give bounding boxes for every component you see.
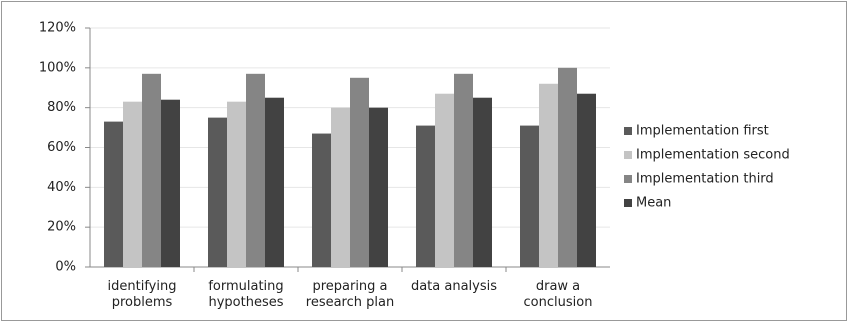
bar: [227, 101, 246, 267]
bar: [312, 133, 331, 267]
legend-label: Implementation third: [636, 172, 774, 187]
y-tick-label: 100%: [39, 60, 76, 75]
y-tick-label: 0%: [55, 260, 76, 275]
y-tick-label: 120%: [39, 21, 76, 36]
legend-label: Mean: [636, 196, 671, 211]
x-tick-label: preparing a research plan: [305, 279, 395, 310]
x-tick-label: draw a conclusion: [523, 279, 593, 310]
y-tick-label: 60%: [47, 140, 76, 155]
legend-swatch: [624, 175, 632, 183]
bar: [416, 125, 435, 267]
y-tick-label: 80%: [47, 100, 76, 115]
legend-swatch: [624, 199, 632, 207]
legend-swatch: [624, 127, 632, 135]
bar: [331, 107, 350, 268]
bar: [208, 117, 227, 267]
legend-label: Implementation second: [636, 148, 790, 163]
bar: [104, 121, 123, 267]
bar: [142, 73, 161, 267]
bar: [435, 93, 454, 267]
y-tick-label: 40%: [47, 180, 76, 195]
legend-label: Implementation first: [636, 124, 769, 139]
bar: [161, 99, 180, 267]
x-tick-label: data analysis: [410, 279, 498, 294]
bar: [350, 77, 369, 268]
bar: [246, 73, 265, 267]
bar: [265, 97, 284, 267]
bar: [577, 93, 596, 267]
x-tick-label: identifying problems: [107, 279, 177, 310]
x-tick-label: formulating hypotheses: [208, 279, 284, 310]
bar: [520, 125, 539, 267]
bar: [473, 97, 492, 267]
bar: [369, 107, 388, 268]
bar: [539, 83, 558, 268]
bar: [123, 101, 142, 267]
bar: [558, 67, 577, 267]
y-tick-label: 20%: [47, 220, 76, 235]
bar: [454, 73, 473, 267]
legend-swatch: [624, 151, 632, 159]
